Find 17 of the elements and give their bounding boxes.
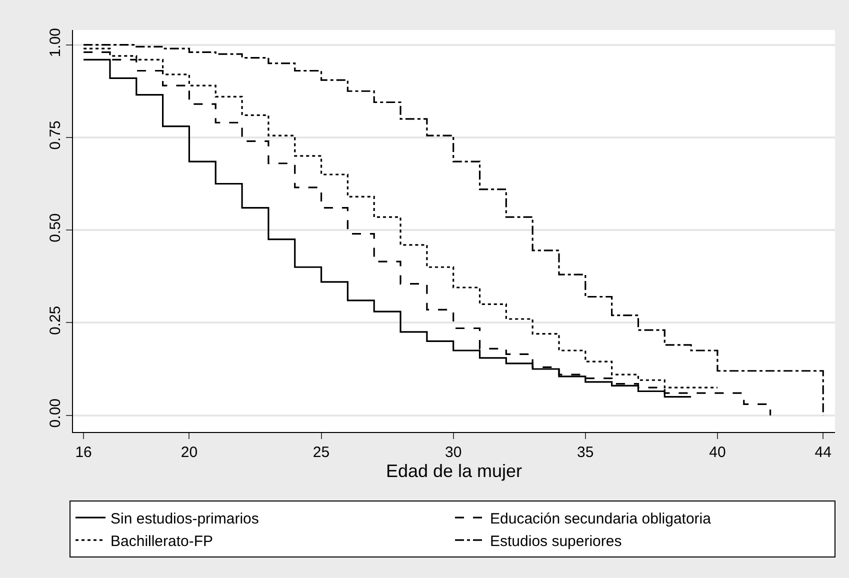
x-tick-label: 20	[180, 444, 198, 461]
y-tick-label: 0.25	[47, 306, 64, 336]
legend-label: Bachillerato-FP	[110, 532, 214, 550]
x-tick-label: 25	[312, 444, 330, 461]
legend-label: Educación secundaria obligatoria	[490, 510, 712, 528]
legend-label: Sin estudios-primarios	[110, 510, 259, 528]
legend-label: Estudios superiores	[490, 532, 622, 550]
y-tick-label: 0.50	[47, 213, 64, 242]
y-tick-label: 0.00	[47, 398, 64, 428]
x-tick-label: 40	[709, 444, 726, 461]
x-axis-title: Edad de la mujer	[386, 461, 522, 481]
y-tick-label: 0.75	[47, 120, 64, 150]
x-tick-label: 35	[577, 444, 594, 461]
x-tick-label: 44	[814, 444, 832, 461]
y-tick-label: 1.00	[47, 28, 64, 58]
x-tick-label: 16	[75, 444, 92, 461]
x-tick-label: 30	[444, 444, 462, 461]
